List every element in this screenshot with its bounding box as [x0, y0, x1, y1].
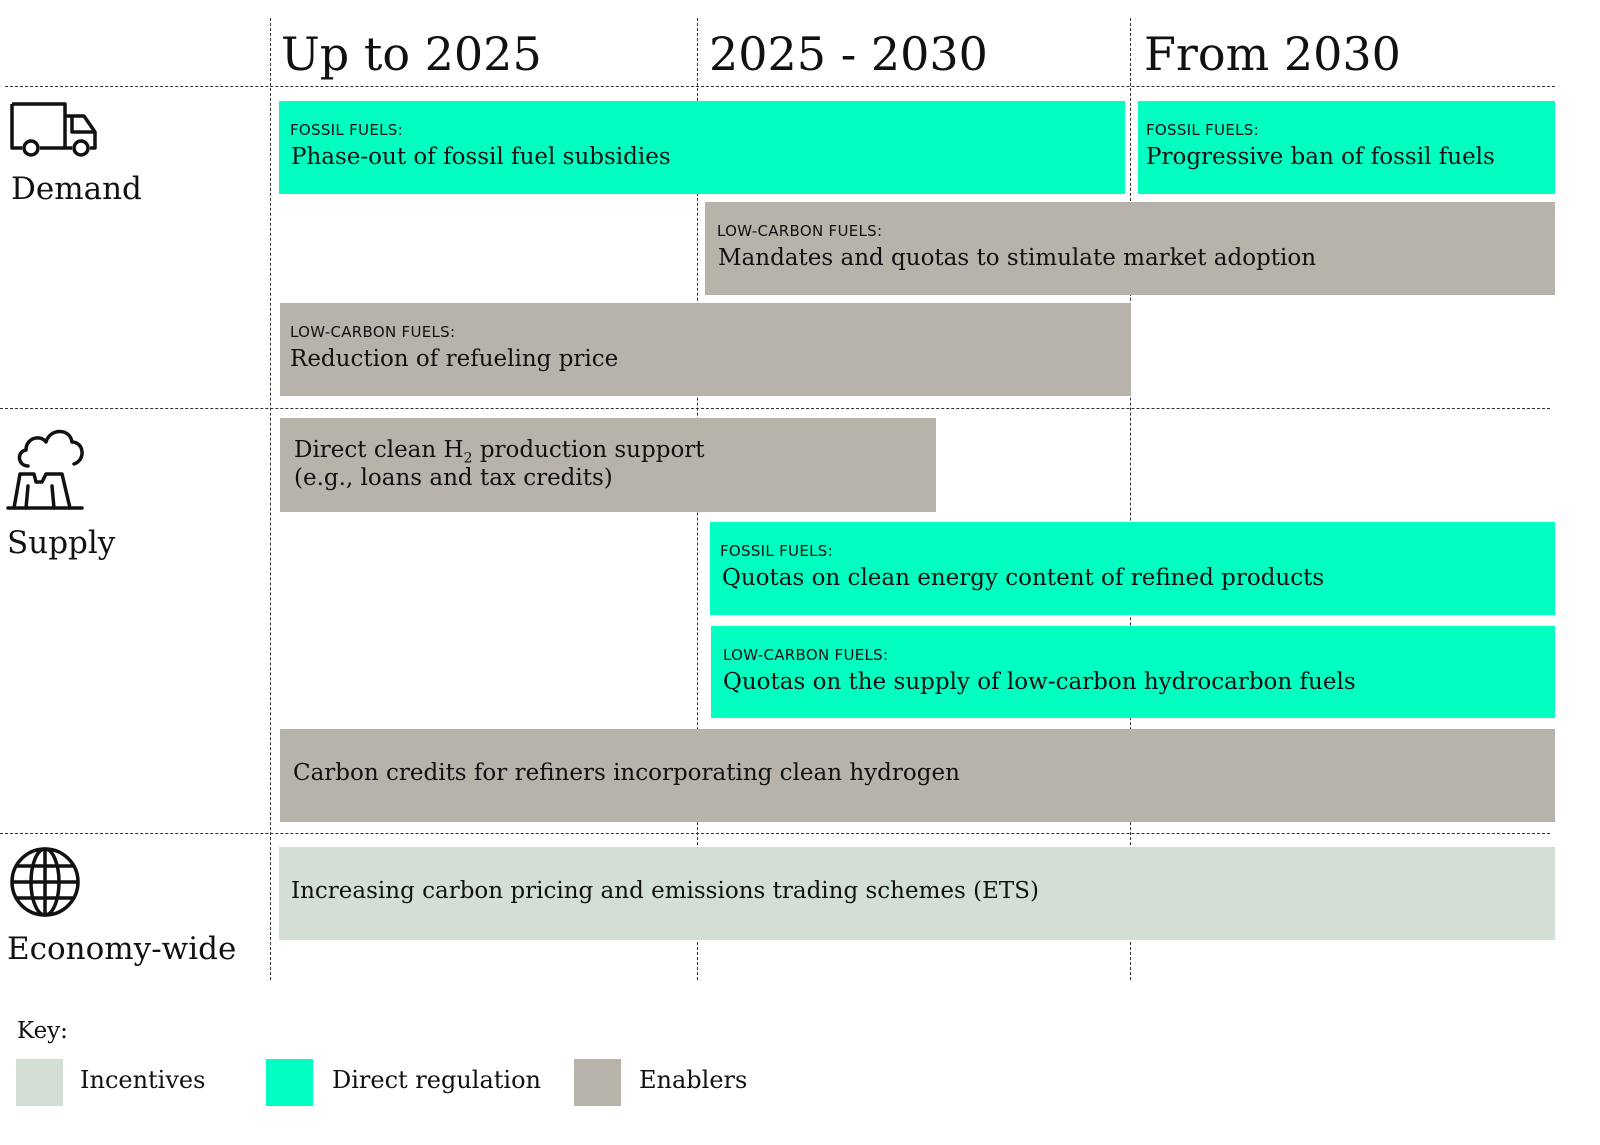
- key-swatch-enablers: [574, 1059, 621, 1106]
- bar-text-line-1: Direct clean H2 production support: [294, 437, 705, 467]
- column-header-from-2030: From 2030: [1144, 27, 1401, 81]
- key-label-incentives: Incentives: [80, 1066, 206, 1094]
- bar-text: Progressive ban of fossil fuels: [1146, 144, 1495, 170]
- bar-tag: LOW-CARBON FUELS:: [290, 323, 456, 341]
- bar-text-line-2: (e.g., loans and tax credits): [294, 465, 613, 491]
- column-header-2025-2030: 2025 - 2030: [709, 27, 988, 81]
- bar-tag: LOW-CARBON FUELS:: [717, 222, 883, 240]
- bar-mandates-and-quotas: LOW-CARBON FUELS: Mandates and quotas to…: [705, 202, 1555, 295]
- key-swatch-incentives: [16, 1059, 63, 1106]
- bar-text: Increasing carbon pricing and emissions …: [291, 878, 1039, 904]
- key-title: Key:: [17, 1018, 68, 1044]
- key-swatch-direct-regulation: [266, 1059, 313, 1106]
- bar-progressive-ban-fossil-fuels: FOSSIL FUELS: Progressive ban of fossil …: [1138, 101, 1555, 194]
- factory-cloud-icon: [6, 429, 84, 510]
- row-label-economy-wide: Economy-wide: [7, 931, 237, 967]
- column-divider-3: [1130, 18, 1131, 980]
- key-label-enablers: Enablers: [639, 1066, 748, 1094]
- row-label-demand: Demand: [11, 171, 142, 207]
- bar-tag: FOSSIL FUELS:: [1146, 121, 1259, 139]
- bar-tag: FOSSIL FUELS:: [290, 121, 403, 139]
- demand-supply-divider: [0, 408, 1550, 409]
- bar-text: Carbon credits for refiners incorporatin…: [293, 760, 960, 786]
- bar-reduction-of-refueling-price: LOW-CARBON FUELS: Reduction of refueling…: [280, 303, 1131, 396]
- column-divider-1: [270, 18, 271, 980]
- key-label-direct-regulation: Direct regulation: [332, 1066, 542, 1094]
- bar-text: Mandates and quotas to stimulate market …: [718, 245, 1317, 271]
- column-header-up-to-2025: Up to 2025: [281, 27, 542, 81]
- bar-text: Phase-out of fossil fuel subsidies: [291, 144, 671, 170]
- bar-carbon-pricing-ets: Increasing carbon pricing and emissions …: [279, 847, 1555, 940]
- row-label-supply: Supply: [7, 525, 116, 561]
- bar-phase-out-fossil-subsidies: FOSSIL FUELS: Phase-out of fossil fuel s…: [279, 101, 1125, 194]
- bar-text: Quotas on the supply of low-carbon hydro…: [723, 669, 1356, 695]
- bar-direct-clean-h2-production-support: Direct clean H2 production support (e.g.…: [280, 418, 936, 512]
- bar-quotas-clean-energy-content: FOSSIL FUELS: Quotas on clean energy con…: [710, 522, 1555, 615]
- bar-text: Reduction of refueling price: [290, 346, 619, 372]
- supply-economy-divider: [0, 833, 1550, 834]
- bar-carbon-credits-refiners: Carbon credits for refiners incorporatin…: [280, 729, 1555, 822]
- bar-text: Quotas on clean energy content of refine…: [722, 565, 1325, 591]
- header-divider: [5, 86, 1555, 87]
- truck-icon: [10, 102, 97, 157]
- bar-quotas-low-carbon-supply: LOW-CARBON FUELS: Quotas on the supply o…: [711, 626, 1555, 718]
- bar-tag: FOSSIL FUELS:: [720, 542, 833, 560]
- globe-icon: [10, 847, 80, 917]
- bar-tag: LOW-CARBON FUELS:: [723, 646, 889, 664]
